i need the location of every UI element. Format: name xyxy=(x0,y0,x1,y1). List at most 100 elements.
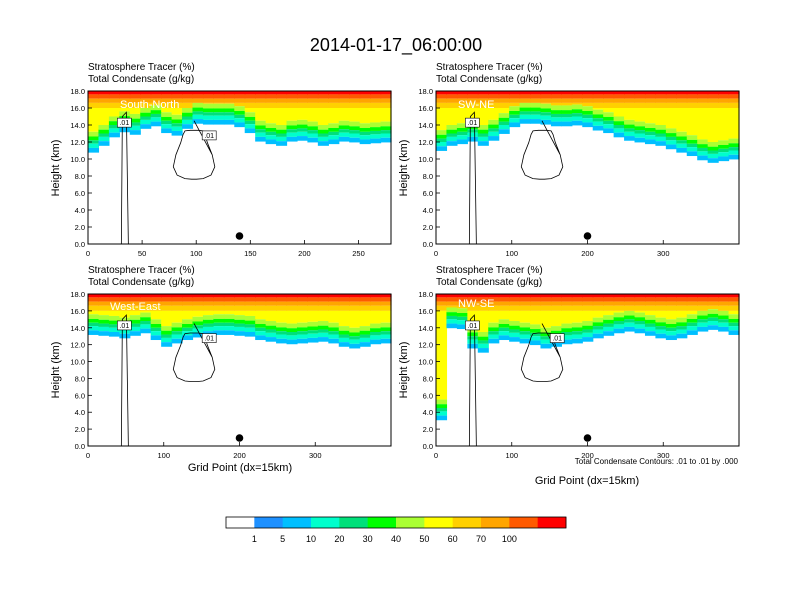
tracer-band-cell xyxy=(234,315,246,320)
tracer-band-cell xyxy=(265,294,277,298)
panel-west-east: Stratosphere Tracer (%) Total Condensate… xyxy=(50,265,392,474)
tracer-band-cell xyxy=(446,108,458,125)
tracer-band-cell xyxy=(707,94,719,99)
tracer-band-cell xyxy=(265,329,277,333)
tracer-band-cell xyxy=(707,305,719,310)
tracer-band-cell xyxy=(707,294,719,298)
tracer-band-cell xyxy=(98,108,110,125)
tracer-band-cell xyxy=(613,128,625,133)
tracer-band-cell xyxy=(276,125,288,130)
contour-label: .01 xyxy=(467,323,477,330)
tracer-band-cell xyxy=(509,294,521,298)
tracer-band-cell xyxy=(182,294,194,298)
tracer-band-cell xyxy=(571,301,583,306)
tracer-band-cell xyxy=(370,294,382,298)
tracer-band-cell xyxy=(296,131,309,137)
tracer-band-cell xyxy=(634,130,646,134)
tracer-band-cell xyxy=(171,91,183,95)
tracer-band-cell xyxy=(171,94,183,99)
tracer-band-cell xyxy=(477,129,489,134)
tracer-band-cell xyxy=(592,94,604,99)
tracer-band-cell xyxy=(436,411,448,416)
tracer-band-cell xyxy=(328,301,340,306)
y-tick-label: 6.0 xyxy=(75,391,85,400)
tracer-band-cell xyxy=(624,136,636,141)
colorbar-label: 60 xyxy=(448,534,458,544)
tracer-band-cell xyxy=(728,94,740,99)
tracer-band-cell xyxy=(265,337,277,342)
tracer-band-cell xyxy=(624,108,636,120)
tracer-band-cell xyxy=(498,301,510,306)
tracer-band-cell xyxy=(307,305,319,311)
tracer-band-cell xyxy=(509,332,521,338)
tracer-band-cell xyxy=(488,91,500,95)
tracer-band-cell xyxy=(613,310,625,313)
tracer-band-cell xyxy=(456,94,468,99)
y-tick-label: 4.0 xyxy=(75,408,85,417)
tracer-band-cell xyxy=(467,310,479,328)
tracer-band-cell xyxy=(603,331,615,336)
tracer-band-cell xyxy=(676,102,688,108)
tracer-band-cell xyxy=(613,94,625,99)
tracer-band-cell xyxy=(467,102,479,108)
tracer-band-cell xyxy=(265,127,277,132)
tracer-band-cell xyxy=(718,156,730,162)
tracer-band-cell xyxy=(498,98,510,103)
tracer-band-cell xyxy=(550,110,562,114)
tracer-band-cell xyxy=(307,102,319,108)
tracer-band-cell xyxy=(488,94,500,99)
y-tick-label: 12.0 xyxy=(418,341,433,350)
plot-area: .01 .01 0.0 2.0 4.0 6.0 8.0 10.0 12.0 14.0 16.0 18.… xyxy=(70,290,392,460)
tracer-band-cell xyxy=(370,335,382,340)
tracer-band-cell xyxy=(728,301,740,306)
tracer-band-cell xyxy=(192,98,204,103)
tracer-band-cell xyxy=(108,108,120,117)
tracer-band-cell xyxy=(571,297,583,302)
tracer-band-cell xyxy=(519,327,531,332)
tracer-band-cell xyxy=(119,329,131,334)
y-tick-label: 16.0 xyxy=(418,104,433,113)
tracer-band-cell xyxy=(286,294,298,298)
tracer-band-cell xyxy=(182,102,194,108)
tracer-band-cell xyxy=(349,98,361,103)
tracer-band-cell xyxy=(359,91,371,95)
tracer-band-cell xyxy=(161,342,173,347)
tracer-band-cell xyxy=(296,334,309,339)
x-tick-label: 100 xyxy=(505,451,518,460)
tracer-band-cell xyxy=(634,121,646,127)
tracer-band-cell xyxy=(550,105,562,111)
tracer-band-cell xyxy=(255,94,267,99)
tracer-band-cell xyxy=(88,318,100,323)
tracer-band-cell xyxy=(213,102,225,104)
colorbar-swatch xyxy=(481,517,510,528)
tracer-band-cell xyxy=(718,310,730,316)
tracer-band-cell xyxy=(655,136,667,142)
tracer-band-cell xyxy=(509,321,521,326)
tracer-band-cell xyxy=(728,322,740,327)
contour-footnote: Total Condensate Contours: .01 to .01 by… xyxy=(575,457,739,466)
tracer-band-cell xyxy=(140,119,152,125)
tracer-band-cell xyxy=(380,322,392,328)
tracer-band-cell xyxy=(161,128,173,134)
tracer-band-cell xyxy=(582,98,594,103)
tracer-band-cell xyxy=(488,124,500,129)
tracer-band-cell xyxy=(161,102,173,108)
tracer-band-cell xyxy=(707,158,719,163)
tracer-band-cell xyxy=(634,297,646,302)
tracer-band-cell xyxy=(296,102,309,108)
tracer-band-cell xyxy=(192,114,204,120)
tracer-band-cell xyxy=(634,328,646,334)
tracer-band-cell xyxy=(613,108,625,117)
tracer-band-cell xyxy=(540,327,552,333)
location-marker xyxy=(235,232,244,240)
tracer-band-cell xyxy=(697,310,709,316)
tracer-band-cell xyxy=(317,141,329,146)
y-tick-label: 4.0 xyxy=(423,206,433,215)
tracer-band-cell xyxy=(624,315,636,320)
tracer-band-cell xyxy=(550,117,562,122)
tracer-band-cell xyxy=(603,315,615,320)
tracer-band-cell xyxy=(686,91,698,95)
tracer-band-cell xyxy=(244,128,256,134)
tracer-band-cell xyxy=(286,91,298,95)
tracer-band-cell xyxy=(202,115,214,120)
